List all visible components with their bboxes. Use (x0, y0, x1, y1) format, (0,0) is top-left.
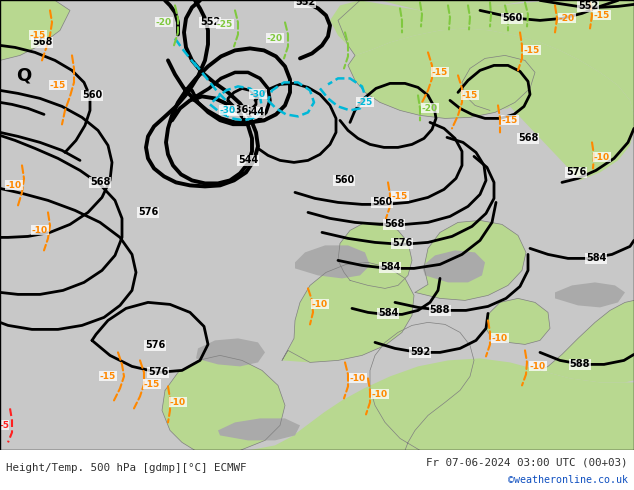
Text: 560: 560 (82, 90, 102, 100)
Text: 552: 552 (295, 0, 315, 7)
Text: -20: -20 (559, 14, 575, 23)
Text: 568: 568 (32, 37, 52, 48)
Polygon shape (422, 250, 485, 282)
Text: -10: -10 (6, 181, 22, 190)
Polygon shape (330, 0, 634, 116)
Text: 560: 560 (372, 197, 392, 207)
Text: 576: 576 (145, 341, 165, 350)
Text: -10: -10 (32, 226, 48, 235)
Polygon shape (540, 300, 634, 382)
Text: -15: -15 (594, 11, 610, 20)
Text: 576: 576 (566, 168, 586, 177)
Text: -5: -5 (0, 421, 9, 430)
Text: -10: -10 (170, 398, 186, 407)
Text: -15: -15 (30, 31, 46, 40)
Text: 584: 584 (586, 253, 606, 264)
Polygon shape (295, 245, 370, 278)
Polygon shape (555, 282, 625, 307)
Text: -10: -10 (372, 390, 388, 399)
Text: 536: 536 (228, 105, 248, 116)
Text: 576: 576 (148, 368, 168, 377)
Polygon shape (486, 298, 550, 344)
Text: 592: 592 (410, 347, 430, 357)
Text: -15: -15 (524, 46, 540, 55)
Text: 584: 584 (378, 308, 398, 318)
Text: 568: 568 (384, 220, 404, 229)
Polygon shape (338, 222, 412, 289)
Text: -10: -10 (594, 153, 610, 162)
Text: -15: -15 (144, 380, 160, 389)
Polygon shape (282, 263, 414, 363)
Polygon shape (200, 358, 634, 450)
Text: 552: 552 (578, 1, 598, 11)
Text: -10: -10 (350, 374, 366, 383)
Text: -10: -10 (530, 362, 546, 371)
Text: -15: -15 (502, 116, 518, 125)
Text: -25: -25 (357, 98, 373, 107)
Text: Height/Temp. 500 hPa [gdmp][°C] ECMWF: Height/Temp. 500 hPa [gdmp][°C] ECMWF (6, 464, 247, 473)
Text: Fr 07-06-2024 03:00 UTC (00+03): Fr 07-06-2024 03:00 UTC (00+03) (427, 458, 628, 467)
Text: Q: Q (16, 67, 32, 84)
Polygon shape (380, 0, 634, 12)
Text: -25: -25 (217, 20, 233, 29)
Text: ©weatheronline.co.uk: ©weatheronline.co.uk (508, 475, 628, 485)
Text: 560: 560 (334, 175, 354, 185)
Text: -15: -15 (432, 68, 448, 77)
Polygon shape (415, 220, 526, 300)
Text: 576: 576 (392, 239, 412, 248)
Text: 552: 552 (200, 18, 220, 27)
Text: 544: 544 (244, 107, 264, 118)
Text: -10: -10 (312, 300, 328, 309)
Text: 544: 544 (238, 155, 258, 166)
Text: -20: -20 (267, 34, 283, 43)
Text: 568: 568 (518, 133, 538, 144)
Polygon shape (196, 339, 265, 367)
Text: -15: -15 (50, 81, 66, 90)
Polygon shape (162, 355, 285, 450)
Text: 568: 568 (90, 177, 110, 187)
Text: -20: -20 (156, 18, 172, 27)
Polygon shape (0, 0, 70, 60)
Text: 588: 588 (570, 359, 590, 369)
Polygon shape (218, 418, 300, 441)
Polygon shape (348, 28, 634, 180)
Text: -15: -15 (100, 372, 116, 381)
Text: 560: 560 (502, 13, 522, 24)
Text: -30: -30 (250, 90, 266, 99)
Text: -15: -15 (462, 91, 478, 100)
Text: -20: -20 (422, 104, 438, 113)
Text: -30: -30 (220, 106, 236, 115)
Text: 588: 588 (430, 305, 450, 316)
Text: 584: 584 (380, 263, 400, 272)
Text: -15: -15 (392, 192, 408, 201)
Text: 576: 576 (138, 207, 158, 218)
Text: -10: -10 (492, 334, 508, 343)
